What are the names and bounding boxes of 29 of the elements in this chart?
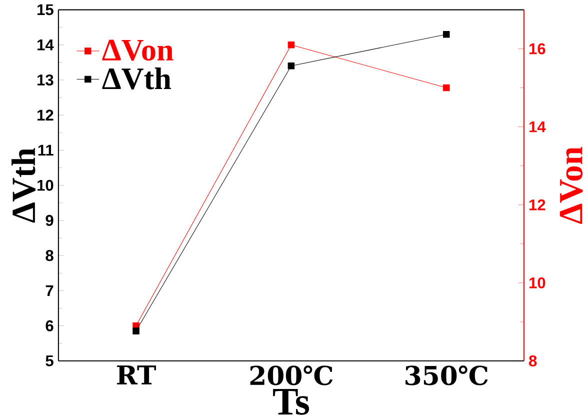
point (288, 41, 295, 48)
y2-axis-title: ΔVon (560, 146, 583, 224)
x-axis-title: Ts (273, 388, 310, 415)
y2-tick-label: 16 (530, 43, 546, 54)
y2-tick-label: 12 (530, 199, 546, 210)
x-tick-label: RT (117, 365, 156, 384)
y-tick-label: 6 (46, 320, 54, 332)
y2-tick-label: 10 (530, 277, 546, 288)
y-tick-label: 11 (38, 144, 54, 156)
y-tick-label: 13 (38, 74, 54, 86)
point (442, 84, 450, 92)
legend-label: ΔVon (102, 40, 174, 61)
point (288, 62, 295, 70)
point (442, 30, 450, 38)
y-tick-label: 9 (46, 214, 54, 226)
x-tick-label: 200℃ (250, 365, 332, 386)
point (132, 328, 140, 334)
y-tick-label: 8 (46, 250, 54, 261)
legend-label: ΔVth (102, 67, 171, 90)
y-tick-label: 12 (38, 110, 54, 120)
y-axis-title: ΔVth (12, 148, 36, 223)
y-tick-label: 10 (38, 180, 54, 191)
y-tick-label: 14 (38, 39, 54, 50)
x-tick-label: 350℃ (406, 365, 488, 386)
y-tick-label: 7 (46, 285, 54, 296)
y2-tick-label: 14 (530, 121, 546, 132)
y-tick-label: 5 (46, 355, 54, 366)
y2-tick-label: 8 (529, 355, 537, 366)
y-tick-label: 15 (38, 4, 54, 16)
